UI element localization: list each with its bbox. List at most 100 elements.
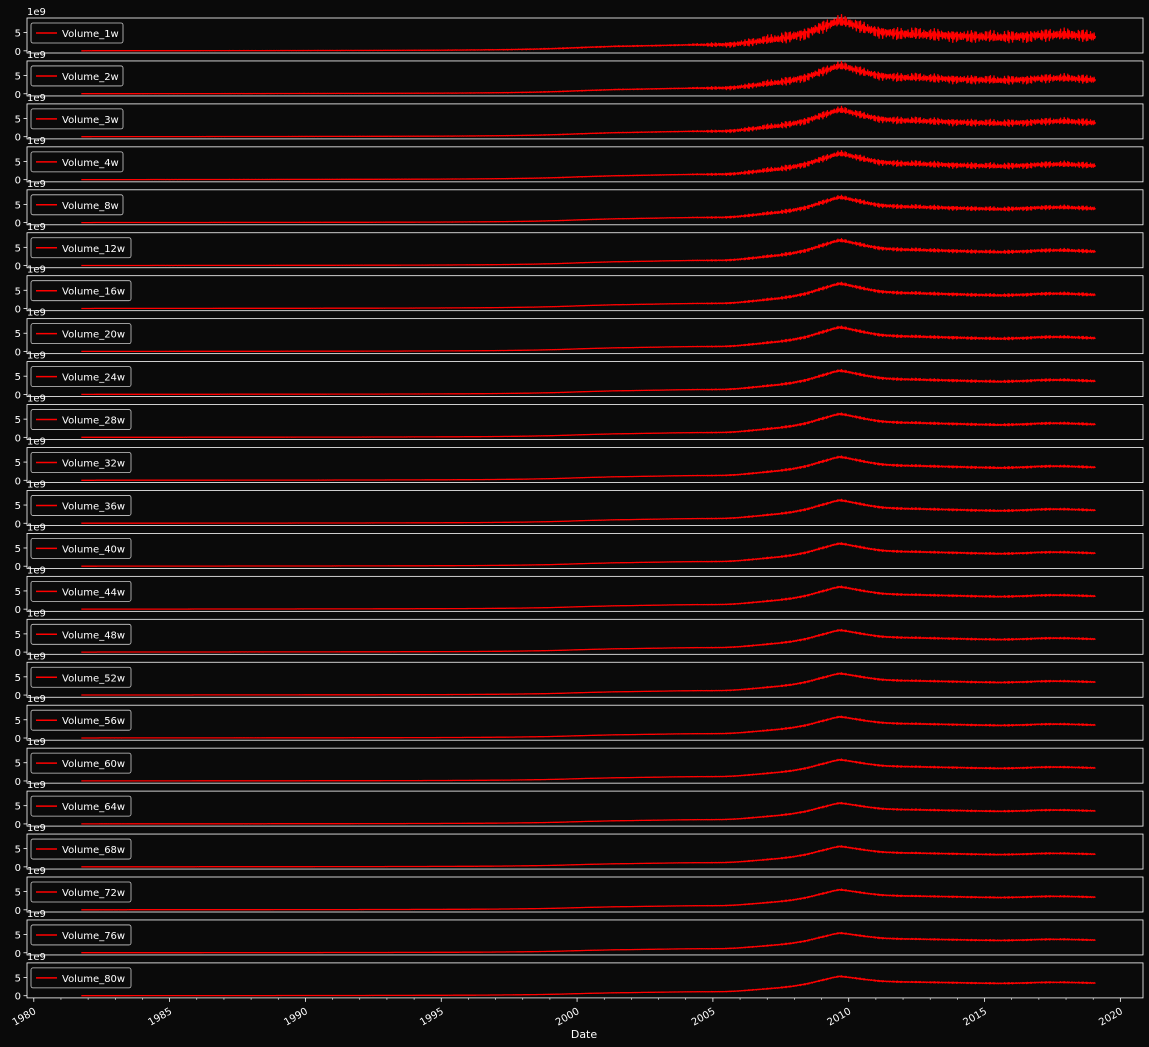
subplot-frame [26,618,1144,655]
y-tick-label: 5 [15,243,21,254]
subplot-frame [26,146,1144,183]
y-tick-label: 0 [15,433,21,444]
series-line-Volume_48w [81,628,1096,653]
legend-label: Volume_12w [62,244,125,255]
legend-box [30,237,132,259]
subplot-frame [26,404,1144,440]
y-offset-label: 1e9 [27,565,46,576]
legend-box [30,838,132,860]
legend-Volume_40w: Volume_40w [30,538,132,559]
y-tick-label: 5 [15,372,21,383]
legend-label: Volume_72w [62,888,125,899]
legend-Volume_60w: Volume_60w [30,752,132,774]
subplot-frame [26,833,1144,870]
subplot-frame [26,790,1144,827]
legend-Volume_32w: Volume_32w [30,452,132,473]
legend-label: Volume_4w [62,158,119,169]
legend-box [30,924,132,946]
y-tick-label: 5 [15,286,21,297]
x-axis-label: Date [571,1028,598,1041]
legend-label: Volume_52w [62,673,125,684]
y-tick-label: 5 [15,329,21,340]
y-tick-label: 0 [15,476,21,487]
legend-box [30,323,132,345]
y-tick-label: 0 [15,949,21,960]
series-line-Volume_36w [81,498,1096,524]
subplot-Volume_56w: 0 5 1e9 Volume_56w [15,694,1144,745]
legend-label: Volume_32w [62,459,125,470]
legend-Volume_64w: Volume_64w [30,795,132,817]
legend-Volume_3w: Volume_3w [30,108,124,130]
y-tick-label: 5 [15,415,21,426]
subplot-Volume_16w: 0 5 1e9 Volume_16w [15,265,1144,316]
legend-label: Volume_16w [62,287,125,298]
y-tick-label: 0 [15,605,21,616]
legend-label: Volume_60w [62,759,125,770]
legend-box [30,881,132,903]
subplot-Volume_80w: 0 5 1e9 Volume_80w [15,952,1144,1003]
y-offset-label: 1e9 [27,651,46,662]
y-tick-label: 0 [15,863,21,874]
y-tick-label: 0 [15,47,21,58]
y-tick-label: 0 [15,562,21,573]
subplot-Volume_40w: 0 5 1e9 Volume_40w [15,522,1144,573]
subplot-Volume_36w: 0 5 1e9 Volume_36w [15,479,1144,530]
subplot-Volume_32w: 0 5 1e9 Volume_32w [15,437,1144,487]
y-tick-label: 0 [15,519,21,530]
y-tick-label: 0 [15,219,21,230]
subplot-Volume_4w: 0 5 1e9 Volume_4w [15,136,1144,187]
y-offset-label: 1e9 [27,179,46,190]
subplot-frame [26,876,1144,913]
legend-label: Volume_2w [62,72,119,83]
legend-box [30,151,124,173]
legend-box [30,194,124,216]
subplot-frame [26,361,1144,398]
legend-box [30,967,132,989]
subplot-Volume_20w: 0 5 1e9 Volume_20w [15,308,1144,358]
y-offset-label: 1e9 [27,394,46,405]
subplot-frame [26,189,1144,226]
y-tick-label: 5 [15,157,21,168]
series-line-Volume_40w [81,542,1096,567]
legend-label: Volume_3w [62,115,119,126]
legend-Volume_36w: Volume_36w [30,495,132,516]
y-tick-label: 0 [15,262,21,273]
legend-label: Volume_64w [62,802,125,813]
legend-Volume_20w: Volume_20w [30,323,132,345]
y-tick-label: 5 [15,29,21,40]
subplot-frame [26,103,1144,140]
legend-box [30,623,132,645]
legend-box [30,709,132,731]
y-offset-label: 1e9 [27,952,46,963]
subplot-frame [26,919,1144,956]
legend-Volume_68w: Volume_68w [30,838,132,860]
legend-box [30,65,124,87]
legend-Volume_80w: Volume_80w [30,967,132,989]
y-tick-label: 5 [15,114,21,125]
y-offset-label: 1e9 [27,351,46,362]
y-tick-label: 0 [15,820,21,831]
y-tick-label: 0 [15,133,21,144]
y-offset-label: 1e9 [27,308,46,319]
series-line-Volume_52w [81,672,1096,696]
y-tick-label: 5 [15,72,21,83]
y-tick-label: 5 [15,931,21,942]
y-offset-label: 1e9 [27,222,46,233]
subplot-frame [26,704,1144,741]
subplot-Volume_76w: 0 5 1e9 Volume_76w [15,909,1144,960]
subplot-Volume_60w: 0 5 1e9 Volume_60w [15,737,1144,788]
legend-label: Volume_48w [62,630,125,641]
legend-Volume_56w: Volume_56w [30,709,132,731]
legend-label: Volume_76w [62,931,125,942]
subplot-frame [26,490,1144,526]
legend-label: Volume_8w [62,201,119,212]
subplot-Volume_2w: 0 5 1e9 Volume_2w [15,50,1144,101]
y-tick-label: 0 [15,90,21,101]
legend-Volume_28w: Volume_28w [30,409,132,430]
subplot-Volume_68w: 0 5 1e9 Volume_68w [15,823,1144,874]
y-offset-label: 1e9 [27,608,46,619]
series-line-Volume_60w [81,758,1096,782]
y-offset-label: 1e9 [27,479,46,490]
y-offset-label: 1e9 [27,437,46,448]
y-tick-label: 5 [15,716,21,727]
